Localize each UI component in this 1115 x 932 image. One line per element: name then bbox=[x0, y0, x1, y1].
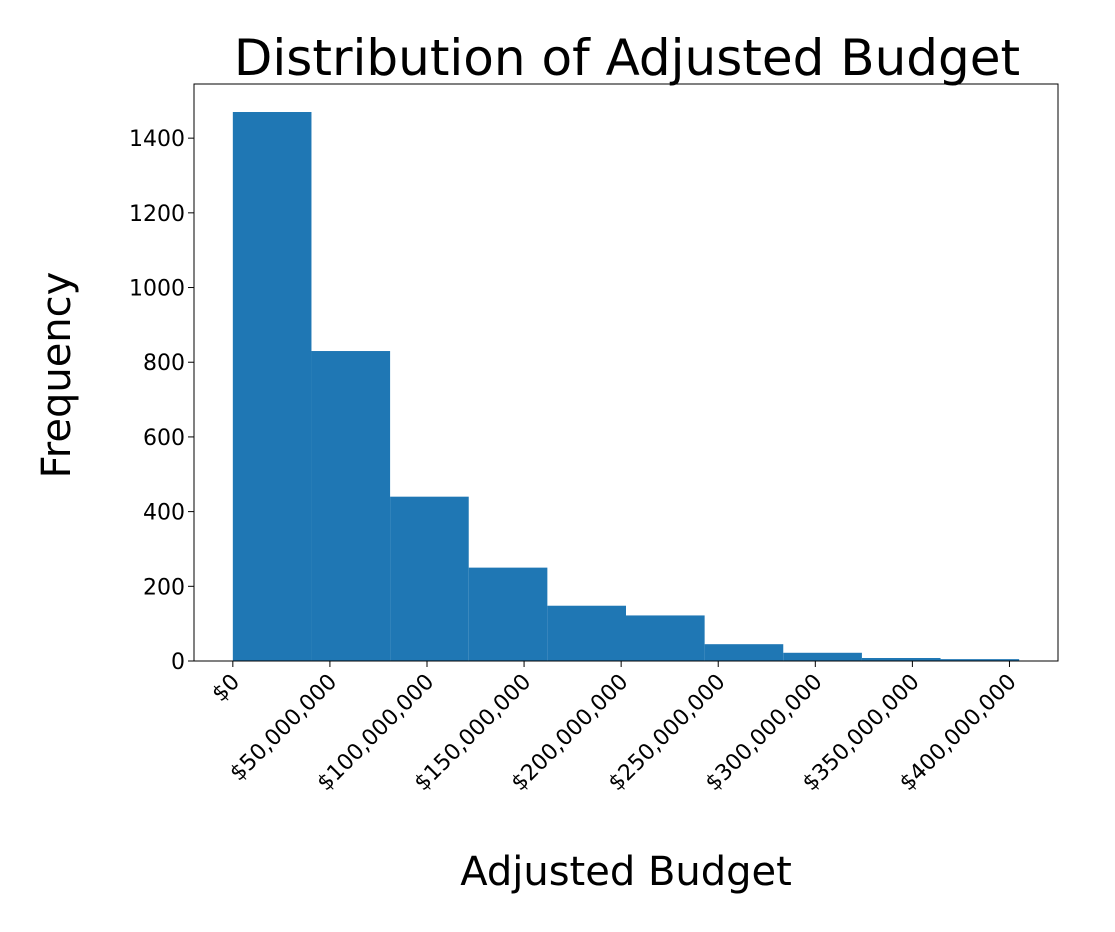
histogram-bar bbox=[547, 605, 626, 661]
histogram-bar bbox=[861, 658, 941, 661]
histogram-bar bbox=[626, 615, 705, 661]
plot-frame bbox=[193, 83, 1059, 662]
histogram-bar bbox=[940, 659, 1020, 661]
y-tick-label: 1400 bbox=[129, 127, 185, 152]
histogram-bar bbox=[232, 112, 312, 661]
histogram-bar bbox=[311, 351, 391, 661]
histogram-bar bbox=[783, 652, 862, 661]
y-tick-label: 0 bbox=[171, 650, 185, 675]
histogram-bar bbox=[390, 496, 469, 661]
y-tick-label: 200 bbox=[143, 575, 185, 600]
y-tick-label: 800 bbox=[143, 351, 185, 376]
y-axis-label: Frequency bbox=[34, 272, 80, 479]
bars-layer bbox=[232, 112, 1020, 661]
y-tick-label: 1000 bbox=[129, 277, 185, 302]
y-tick-label: 400 bbox=[143, 501, 185, 526]
histogram-bar bbox=[704, 644, 784, 661]
x-tick-label: $0 bbox=[208, 670, 245, 707]
x-axis-label: Adjusted Budget bbox=[460, 849, 792, 895]
y-tick-label: 1200 bbox=[129, 202, 185, 227]
histogram-bar bbox=[468, 567, 548, 661]
y-tick-label: 600 bbox=[143, 426, 185, 451]
chart-title: Distribution of Adjusted Budget bbox=[234, 29, 1020, 87]
